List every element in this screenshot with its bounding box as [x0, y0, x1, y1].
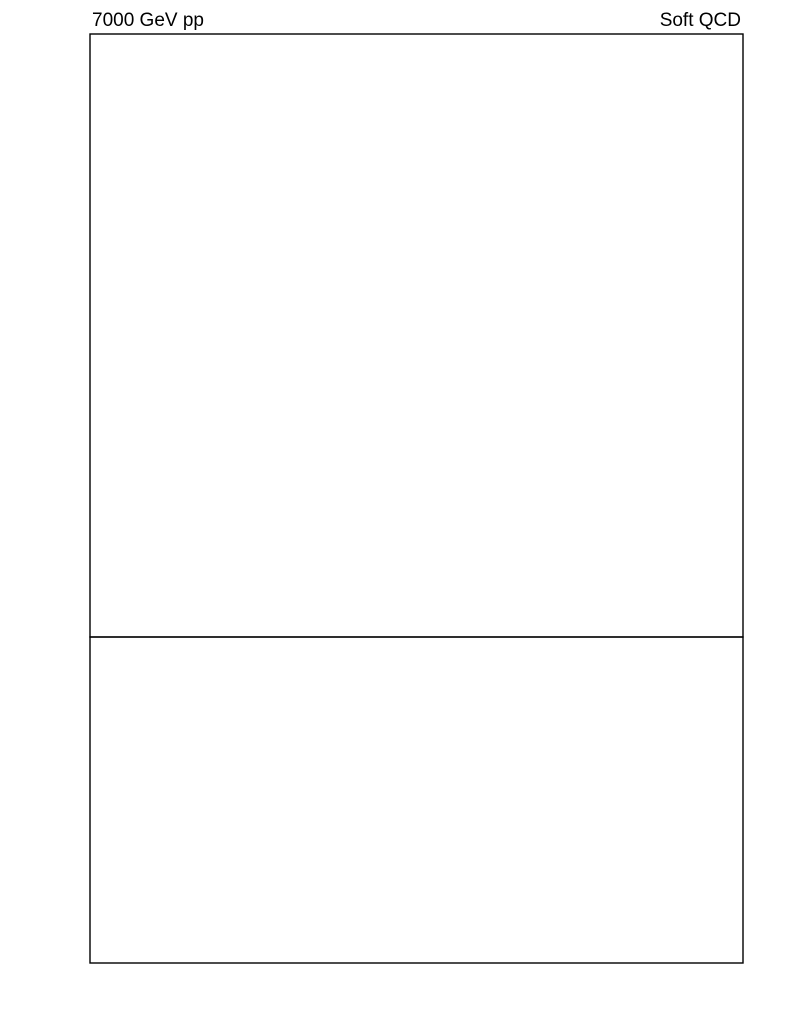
svg-text:7000 GeV pp: 7000 GeV pp — [92, 10, 204, 31]
svg-text:Soft QCD: Soft QCD — [660, 10, 741, 31]
